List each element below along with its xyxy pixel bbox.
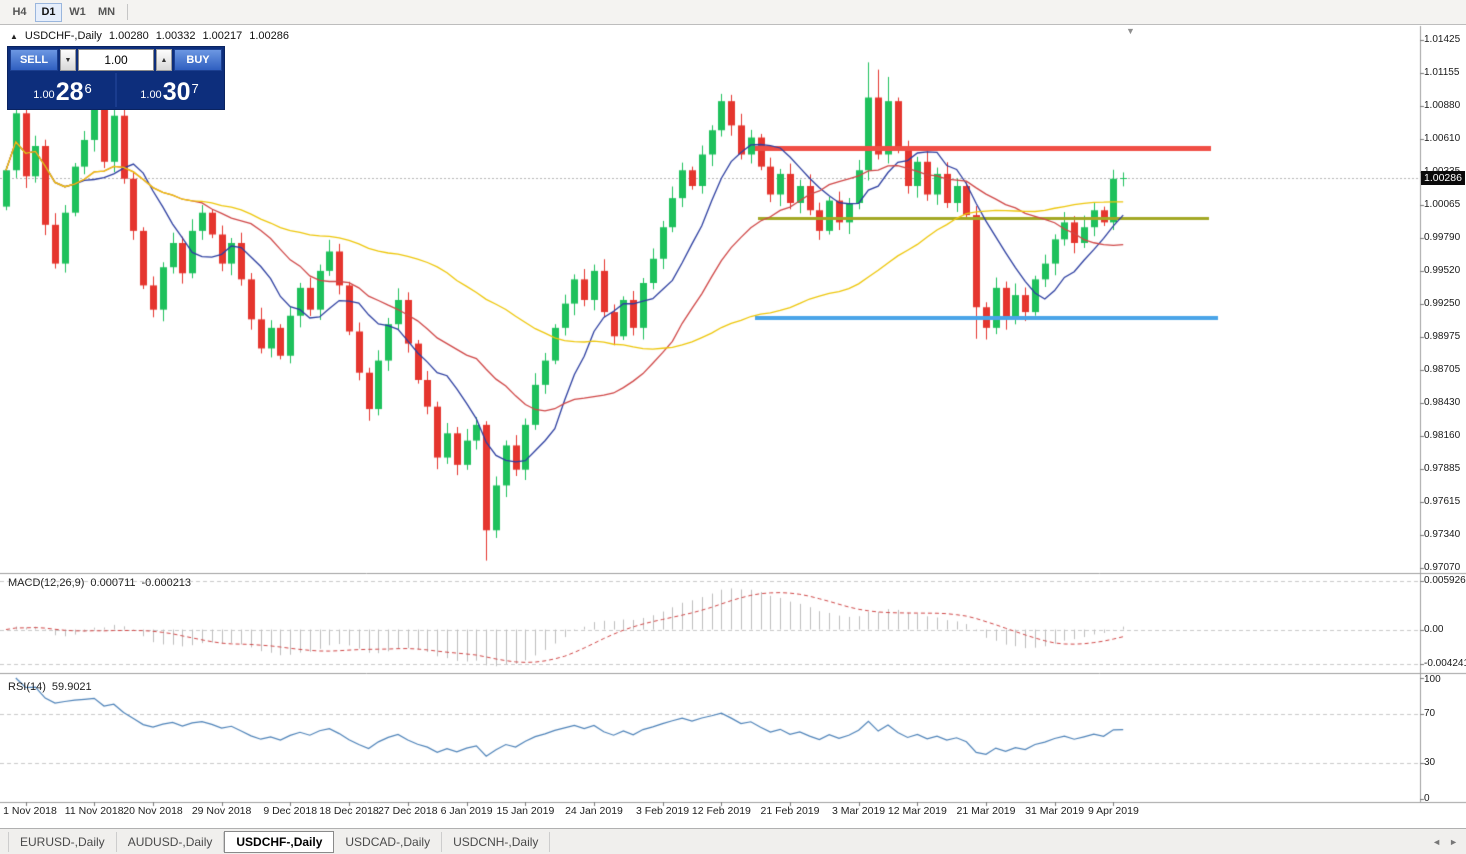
tabs-scroll-left-icon[interactable]: ◄ <box>1432 836 1442 847</box>
chart-tab-eurusd-daily[interactable]: EURUSD-,Daily <box>8 831 117 852</box>
price-axis-label: 0.97340 <box>1424 529 1461 540</box>
chart-tabs-bar: EURUSD-,Daily AUDUSD-,Daily USDCHF-,Daily U… <box>0 828 1466 854</box>
price-axis-label: 0.97070 <box>1424 562 1461 573</box>
macd-value-signal: -0.000213 <box>141 577 192 589</box>
ohlc-open: 1.00280 <box>108 30 149 42</box>
timeframe-button-w1[interactable]: W1 <box>64 3 91 22</box>
tab-scroll-arrows: ◄ ► <box>1432 837 1458 847</box>
chart-tab-usdchf-daily[interactable]: USDCHF-,Daily <box>224 830 335 853</box>
price-axis-label: 0.99250 <box>1424 298 1461 309</box>
ohlc-close: 1.00286 <box>249 30 289 42</box>
date-axis-label: 20 Nov 2018 <box>123 805 183 817</box>
buy-button[interactable]: BUY <box>174 49 222 71</box>
ohlc-high: 1.00332 <box>155 30 196 42</box>
macd-axis-label: 0.00 <box>1424 624 1444 635</box>
date-axis-label: 21 Feb 2019 <box>760 805 820 817</box>
buy-price-prefix: 1.00 <box>140 89 162 101</box>
sell-price-pip: 6 <box>84 81 92 96</box>
one-click-trading-panel: SELL ▼ ▲ BUY 1.00 28 6 1.00 30 7 <box>7 46 225 110</box>
price-axis-label: 1.00065 <box>1424 199 1461 210</box>
chart-tab-usdcnh-daily[interactable]: USDCNH-,Daily <box>442 831 551 852</box>
date-axis-label: 6 Jan 2019 <box>440 805 493 817</box>
price-axis-label: 0.98430 <box>1424 397 1461 408</box>
macd-value-main: 0.000711 <box>90 577 136 589</box>
timeframe-button-d1[interactable]: D1 <box>35 2 62 22</box>
price-axis-label: 1.01155 <box>1424 67 1460 78</box>
chart-tab-usdcad-daily[interactable]: USDCAD-,Daily <box>334 831 443 852</box>
toolbar-separator <box>127 4 129 20</box>
date-axis-label: 31 Mar 2019 <box>1025 805 1085 817</box>
ohlc-low: 1.00217 <box>202 30 243 42</box>
price-axis-label: 0.97885 <box>1424 463 1461 474</box>
price-axis-label: 0.98975 <box>1424 331 1461 342</box>
price-axis-label: 1.00610 <box>1424 133 1461 144</box>
rsi-name: RSI(14) <box>8 681 46 693</box>
chart-tab-audusd-daily[interactable]: AUDUSD-,Daily <box>117 831 225 852</box>
date-axis-label: 11 Nov 2018 <box>64 805 124 817</box>
date-axis-label: 27 Dec 2018 <box>378 805 438 817</box>
volume-input[interactable] <box>78 49 154 71</box>
buy-price-big: 30 <box>162 78 191 106</box>
chart-tabs: EURUSD-,Daily AUDUSD-,Daily USDCHF-,Daily U… <box>8 830 551 853</box>
date-axis-label: 3 Mar 2019 <box>832 805 886 817</box>
price-axis-label: 0.99790 <box>1424 232 1461 243</box>
macd-axis-label: 0.005926 <box>1424 575 1466 586</box>
chevron-up-icon: ▲ <box>160 56 168 64</box>
date-axis-label: 12 Feb 2019 <box>691 805 751 817</box>
buy-price-pip: 7 <box>191 81 199 96</box>
price-axis-label: 0.98705 <box>1424 364 1461 375</box>
date-axis-label: 9 Apr 2019 <box>1087 805 1139 817</box>
date-axis-label: 24 Jan 2019 <box>565 805 623 817</box>
rsi-axis-label: 0 <box>1424 793 1430 804</box>
rsi-axis-label: 30 <box>1424 757 1436 768</box>
price-axis-label: 0.99520 <box>1424 265 1461 276</box>
timeframe-buttons: H4 D1 W1 MN <box>6 2 133 22</box>
price-axis-label: 0.98160 <box>1424 430 1461 441</box>
macd-axis-label: -0.004241 <box>1424 658 1466 669</box>
sell-price-prefix: 1.00 <box>33 89 55 101</box>
timeframe-toolbar: H4 D1 W1 MN <box>0 0 1466 25</box>
date-axis-label: 1 Nov 2018 <box>3 805 57 817</box>
price-axis-label: 0.97615 <box>1424 496 1461 507</box>
rsi-axis-label: 70 <box>1424 708 1436 719</box>
date-axis-label: 15 Jan 2019 <box>496 805 555 817</box>
date-axis-label: 3 Feb 2019 <box>636 805 690 817</box>
date-axis-label: 21 Mar 2019 <box>956 805 1016 817</box>
timeframe-button-mn[interactable]: MN <box>93 3 120 22</box>
timeframe-button-h4[interactable]: H4 <box>6 3 33 22</box>
price-axis-label: 1.00880 <box>1424 100 1461 111</box>
date-axis-label: 9 Dec 2018 <box>263 805 318 817</box>
rsi-value: 59.9021 <box>51 681 92 693</box>
chevron-down-icon: ▼ <box>64 56 72 64</box>
macd-indicator-label: MACD(12,26,9) 0.000711 -0.000213 <box>8 577 191 589</box>
one-click-panel-toggle-icon[interactable]: ▲ <box>10 31 18 41</box>
rsi-axis-label: 100 <box>1424 674 1441 685</box>
volume-decrease-button[interactable]: ▼ <box>60 49 76 71</box>
buy-price-display[interactable]: 1.00 30 7 <box>117 73 222 107</box>
chart-shift-marker[interactable]: ▼ <box>1126 26 1135 36</box>
sell-price-big: 28 <box>55 78 84 106</box>
chart-title: USDCHF-,Daily <box>24 30 102 42</box>
volume-increase-button[interactable]: ▲ <box>156 49 172 71</box>
chart-ohlc-header: ▲ USDCHF-,Daily 1.00280 1.00332 1.00217 … <box>10 30 289 42</box>
sell-button[interactable]: SELL <box>10 49 58 71</box>
tabs-scroll-right-icon[interactable]: ► <box>1449 836 1458 847</box>
date-axis-label: 18 Dec 2018 <box>319 805 379 817</box>
current-price-tag: 1.00286 <box>1421 171 1465 185</box>
macd-name: MACD(12,26,9) <box>8 577 85 589</box>
rsi-indicator-label: RSI(14) 59.9021 <box>8 681 92 693</box>
sell-price-display[interactable]: 1.00 28 6 <box>10 73 117 107</box>
date-axis-label: 29 Nov 2018 <box>191 805 252 817</box>
price-axis-label: 1.01425 <box>1424 34 1461 45</box>
date-axis-label: 12 Mar 2019 <box>887 805 947 817</box>
